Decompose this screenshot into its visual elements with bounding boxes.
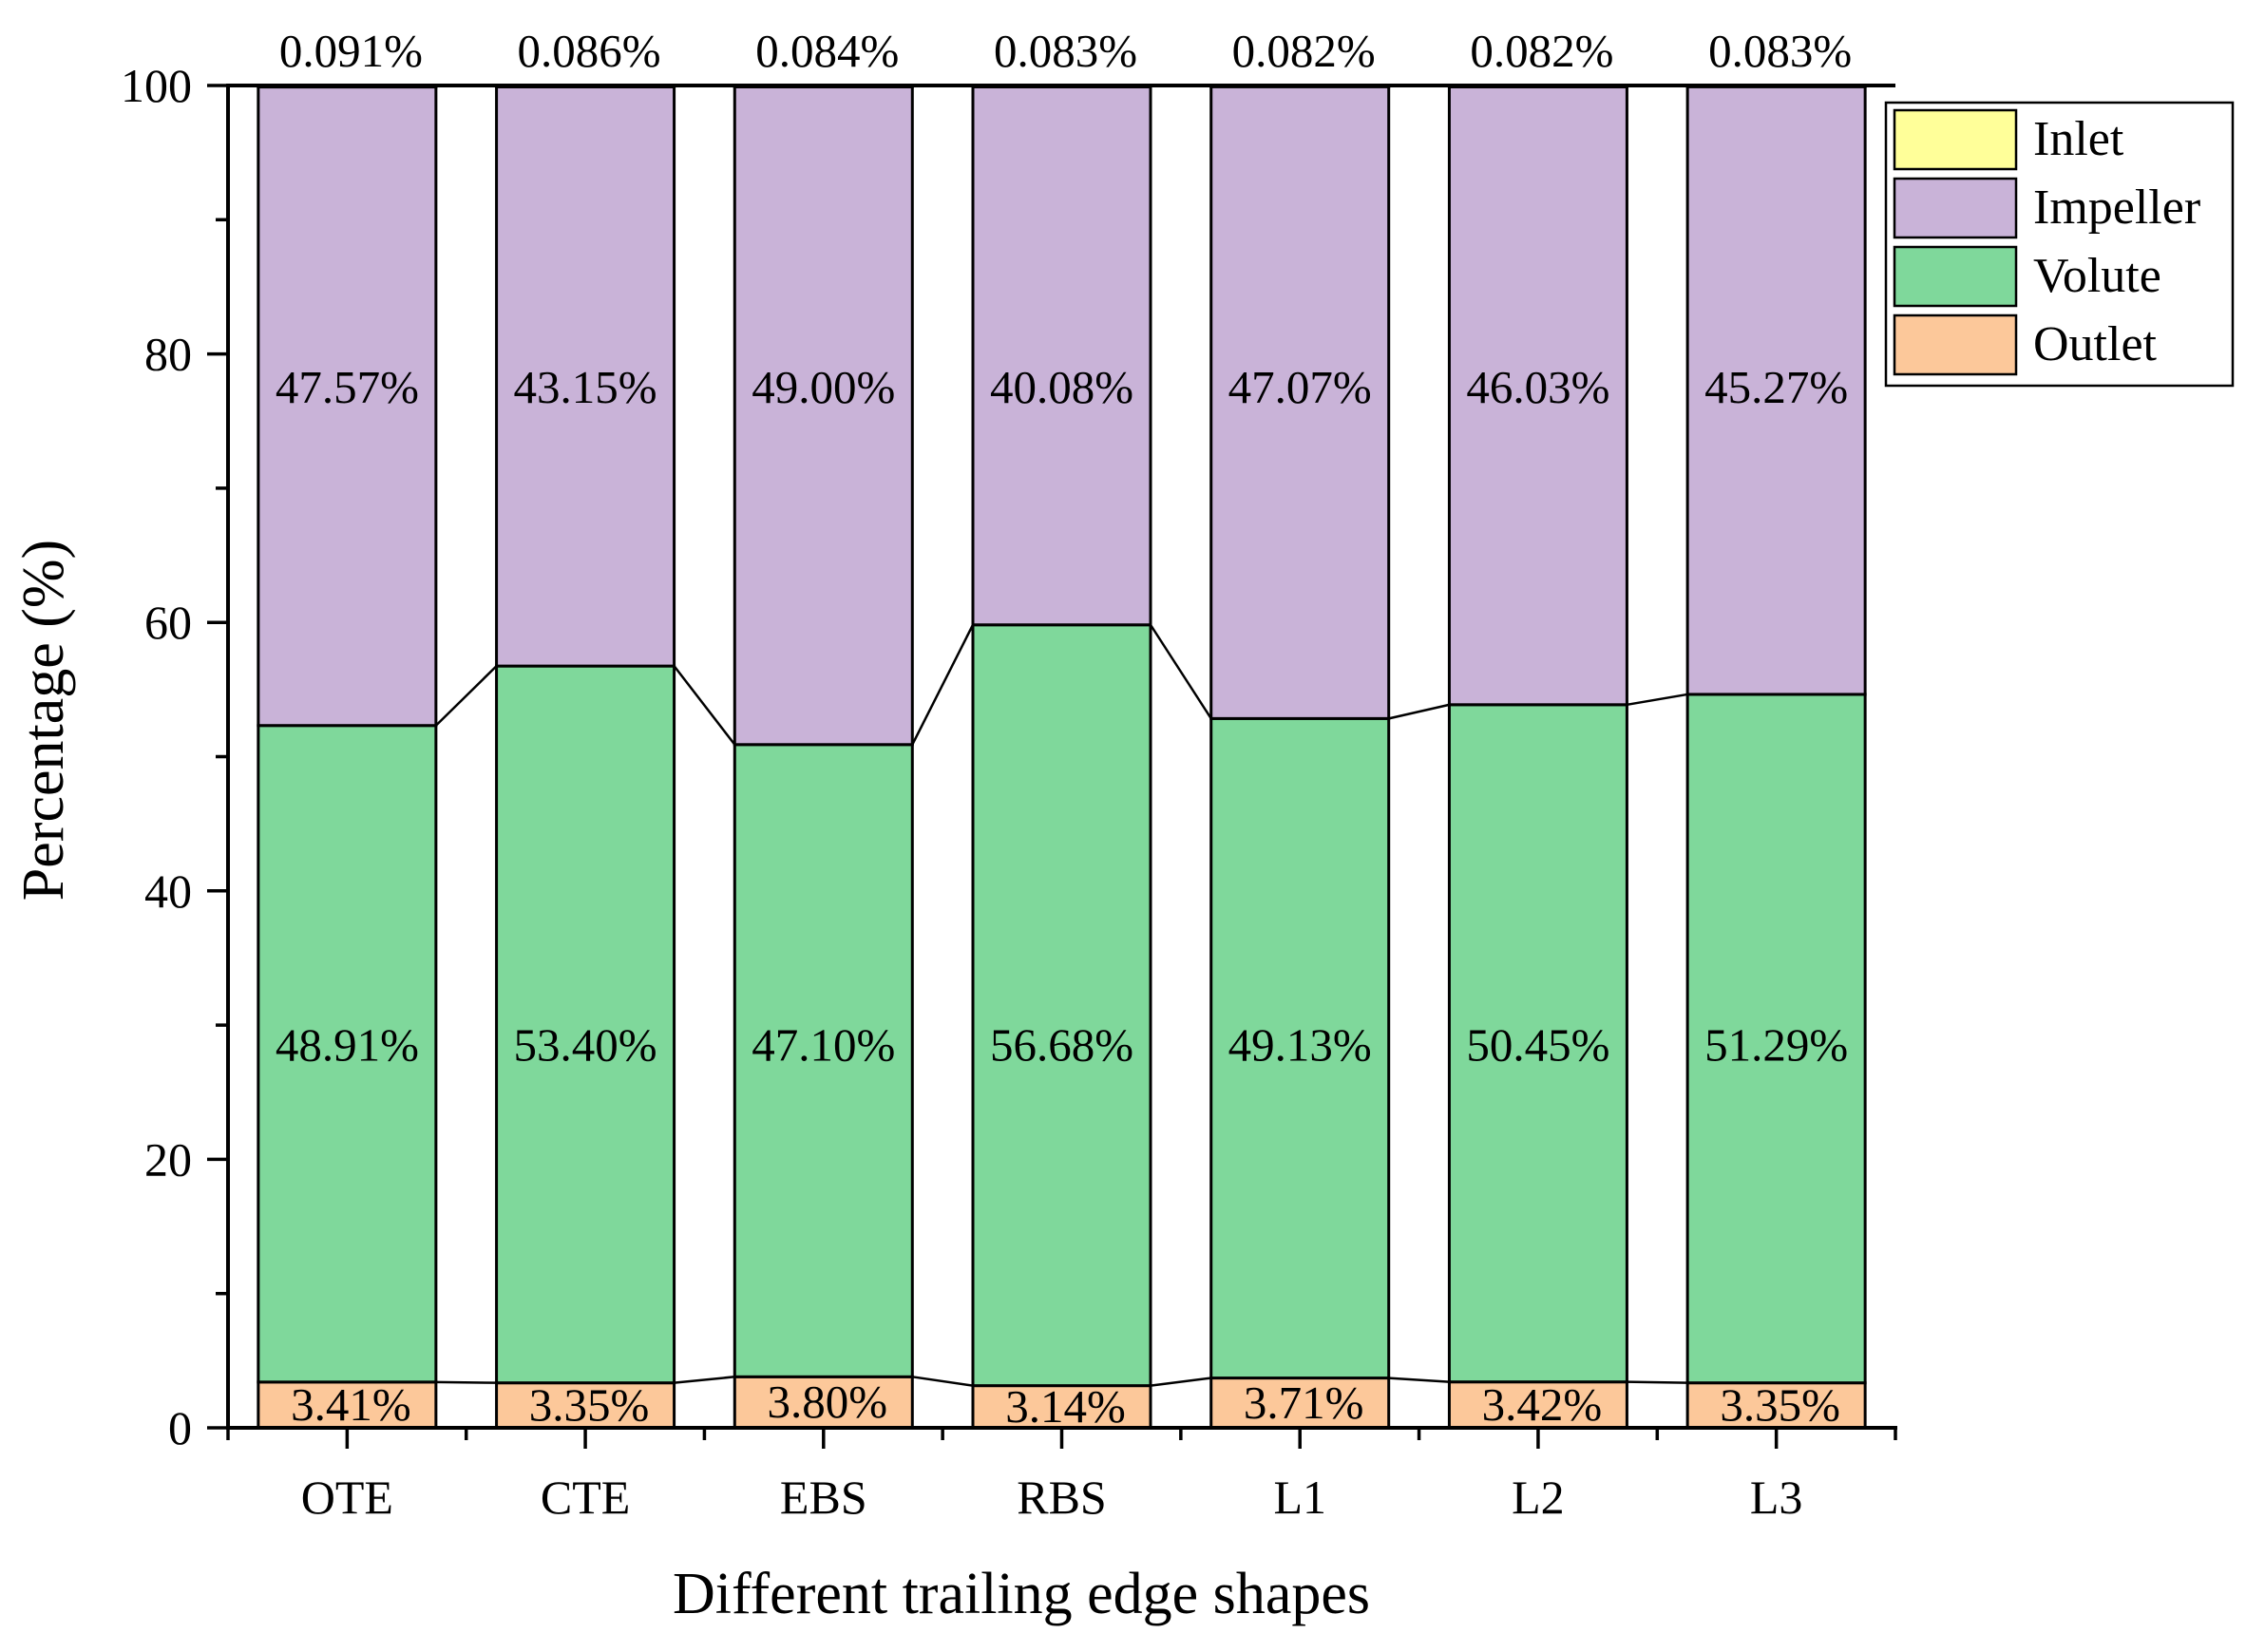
bar-volute-l3 bbox=[1685, 693, 1867, 1385]
y-tick-label-20: 20 bbox=[144, 1132, 192, 1186]
data-label-impeller-ote: 47.57% bbox=[276, 361, 419, 413]
legend: Inlet Impeller Volute Outlet bbox=[1884, 101, 2235, 388]
connector-line-outlet-volute-5 bbox=[1388, 1377, 1450, 1383]
data-label-impeller-rbs: 40.08% bbox=[990, 361, 1133, 413]
connector-line-outlet-volute-2 bbox=[674, 1376, 735, 1384]
x-tick-label-ebs: EBS bbox=[780, 1471, 867, 1524]
y-axis-title: Percentage (%) bbox=[11, 540, 76, 901]
bars-group bbox=[257, 84, 1867, 1430]
bar-volute-rbs bbox=[971, 623, 1152, 1388]
data-labels-group: 3.41% 3.35% 3.80% 3.14% 3.71% 3.42% 3.35% 48.91… bbox=[276, 25, 1852, 1433]
x-tick-label-ote: OTE bbox=[301, 1471, 393, 1524]
bar-volute-l1 bbox=[1209, 716, 1391, 1380]
legend-swatch-volute bbox=[1893, 245, 2018, 308]
bar-volute-l2 bbox=[1447, 703, 1628, 1384]
data-label-inlet-l2: 0.082% bbox=[1470, 25, 1613, 77]
legend-label-impeller: Impeller bbox=[2033, 180, 2200, 235]
x-tick-label-rbs: RBS bbox=[1017, 1471, 1107, 1524]
bar-volute-ebs bbox=[733, 743, 914, 1378]
axes-group: 0 20 40 60 80 100 OTE CTE EBS RBS L1 L2 L3 bbox=[121, 59, 1897, 1524]
connector-line-outlet-volute-1 bbox=[435, 1380, 497, 1384]
legend-swatch-impeller bbox=[1893, 177, 2018, 239]
connector-lines bbox=[434, 624, 1688, 1387]
connector-line-outlet-volute-3 bbox=[912, 1376, 974, 1387]
legend-label-volute: Volute bbox=[2033, 249, 2161, 303]
data-label-volute-ote: 48.91% bbox=[276, 1018, 419, 1071]
legend-label-inlet: Inlet bbox=[2033, 112, 2124, 166]
bar-outlet-ote bbox=[257, 1380, 438, 1430]
data-label-inlet-ote: 0.091% bbox=[279, 25, 423, 77]
y-tick-label-100: 100 bbox=[121, 59, 192, 112]
bar-impeller-ote bbox=[257, 85, 438, 728]
connector-line-outlet-volute-6 bbox=[1627, 1380, 1688, 1384]
data-label-outlet-ote: 3.41% bbox=[291, 1378, 411, 1431]
y-tick-label-40: 40 bbox=[144, 864, 192, 918]
data-label-inlet-l3: 0.083% bbox=[1708, 25, 1852, 77]
bar-outlet-l3 bbox=[1685, 1381, 1867, 1430]
data-label-outlet-ebs: 3.80% bbox=[767, 1376, 887, 1428]
data-label-inlet-ebs: 0.084% bbox=[755, 25, 899, 77]
bar-impeller-l3 bbox=[1685, 85, 1867, 696]
x-tick-label-cte: CTE bbox=[541, 1471, 630, 1524]
data-label-outlet-l2: 3.42% bbox=[1482, 1378, 1603, 1431]
bar-volute-ote bbox=[257, 724, 438, 1384]
connector-line-volute-impeller-5 bbox=[1388, 703, 1450, 720]
x-axis-title: Different trailing edge shapes bbox=[673, 1562, 1370, 1626]
bar-impeller-l1 bbox=[1209, 85, 1391, 720]
bar-impeller-cte bbox=[495, 85, 676, 668]
x-tick-label-l2: L2 bbox=[1512, 1471, 1565, 1524]
data-label-impeller-ebs: 49.00% bbox=[752, 361, 895, 413]
y-tick-label-0: 0 bbox=[168, 1401, 192, 1454]
data-label-outlet-l1: 3.71% bbox=[1244, 1377, 1364, 1429]
data-label-volute-l1: 49.13% bbox=[1228, 1018, 1372, 1071]
bar-impeller-l2 bbox=[1447, 85, 1628, 707]
data-label-inlet-l1: 0.082% bbox=[1232, 25, 1376, 77]
data-label-impeller-cte: 43.15% bbox=[514, 361, 657, 413]
data-label-volute-l3: 51.29% bbox=[1704, 1018, 1848, 1071]
bar-impeller-rbs bbox=[971, 85, 1152, 627]
data-label-outlet-cte: 3.35% bbox=[529, 1378, 650, 1431]
bar-impeller-ebs bbox=[733, 85, 914, 747]
data-label-inlet-cte: 0.086% bbox=[518, 25, 661, 77]
data-label-volute-ebs: 47.10% bbox=[752, 1018, 895, 1071]
data-label-volute-cte: 53.40% bbox=[514, 1018, 657, 1071]
connector-line-volute-impeller-1 bbox=[434, 665, 498, 727]
x-tick-label-l3: L3 bbox=[1750, 1471, 1803, 1524]
data-label-outlet-rbs: 3.14% bbox=[1005, 1380, 1126, 1433]
connector-line-volute-impeller-6 bbox=[1627, 693, 1688, 707]
x-tick-label-l1: L1 bbox=[1273, 1471, 1326, 1524]
data-label-impeller-l3: 45.27% bbox=[1704, 361, 1848, 413]
connector-line-volute-impeller-2 bbox=[673, 665, 736, 746]
legend-swatch-outlet bbox=[1893, 313, 2018, 376]
y-tick-label-80: 80 bbox=[144, 328, 192, 381]
legend-label-outlet: Outlet bbox=[2033, 317, 2158, 371]
data-label-impeller-l2: 46.03% bbox=[1466, 361, 1609, 413]
data-label-inlet-rbs: 0.083% bbox=[994, 25, 1137, 77]
data-label-volute-l2: 50.45% bbox=[1466, 1018, 1609, 1071]
connector-line-volute-impeller-3 bbox=[911, 624, 975, 746]
data-label-volute-rbs: 56.68% bbox=[990, 1018, 1133, 1071]
data-label-outlet-l3: 3.35% bbox=[1720, 1378, 1840, 1431]
data-label-impeller-l1: 47.07% bbox=[1228, 361, 1372, 413]
connector-line-volute-impeller-4 bbox=[1149, 624, 1212, 720]
legend-swatch-inlet bbox=[1893, 108, 2018, 171]
y-tick-label-60: 60 bbox=[144, 596, 192, 649]
connector-line-outlet-volute-4 bbox=[1150, 1377, 1211, 1387]
